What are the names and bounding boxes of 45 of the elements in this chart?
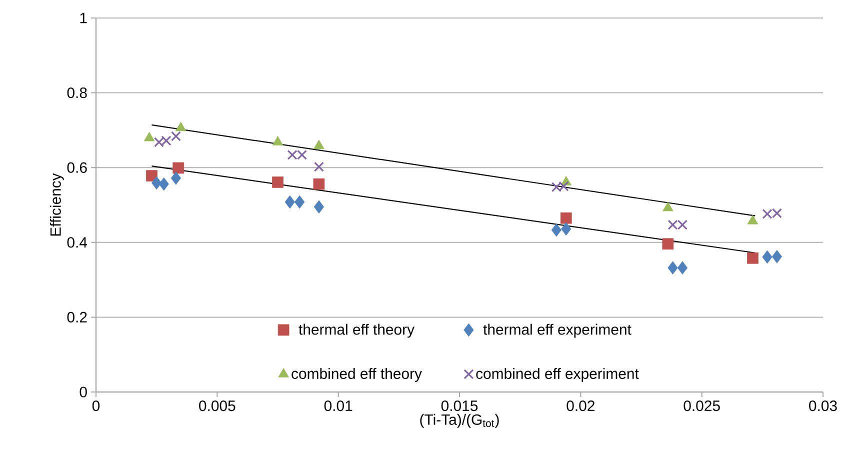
- point: [662, 238, 674, 250]
- y-tick-label: 1: [80, 12, 87, 24]
- legend-label: combined eff experiment: [476, 368, 639, 382]
- point: [561, 222, 572, 236]
- x-tick-label: 0.02: [566, 400, 594, 412]
- point: [747, 214, 758, 224]
- point: [172, 162, 184, 174]
- point: [272, 136, 284, 146]
- x-tick-label: 0.015: [441, 400, 478, 412]
- point: [560, 212, 572, 224]
- point: [314, 140, 324, 150]
- x-tick-label: 0.005: [199, 400, 236, 412]
- point: [170, 171, 182, 185]
- point: [314, 162, 324, 172]
- point: [662, 202, 674, 212]
- y-tick-label: 0.8: [67, 88, 87, 98]
- point: [314, 200, 324, 214]
- point: [762, 250, 772, 264]
- point: [747, 252, 758, 264]
- point: [313, 178, 325, 190]
- x-tick-label: 0.03: [809, 400, 837, 412]
- legend-label: thermal eff theory: [298, 324, 414, 338]
- legend-label: combined eff theory: [292, 368, 422, 382]
- y-tick-label: 0: [80, 386, 87, 398]
- x-tick-label: 0: [92, 400, 100, 412]
- point: [152, 176, 162, 190]
- x-tick-label: 0.01: [324, 400, 352, 412]
- y-tick-label: 0.2: [67, 312, 87, 322]
- y-axis-title: Efficiency: [50, 173, 64, 236]
- point: [668, 261, 678, 275]
- x-tick-label: 0.025: [684, 400, 720, 412]
- point: [551, 223, 562, 237]
- legend-label: thermal eff experiment: [483, 324, 632, 338]
- point: [170, 131, 181, 142]
- y-tick-label: 0.4: [67, 237, 88, 248]
- point: [272, 176, 284, 188]
- point: [158, 177, 169, 191]
- y-tick-label: 0.6: [67, 162, 87, 173]
- point: [284, 195, 295, 209]
- x-axis-title: (Ti-Ta)/(G$_{tot}$): [420, 414, 499, 428]
- point: [175, 122, 186, 132]
- point: [144, 132, 155, 142]
- point: [772, 250, 782, 264]
- point: [677, 261, 688, 275]
- point: [294, 195, 305, 209]
